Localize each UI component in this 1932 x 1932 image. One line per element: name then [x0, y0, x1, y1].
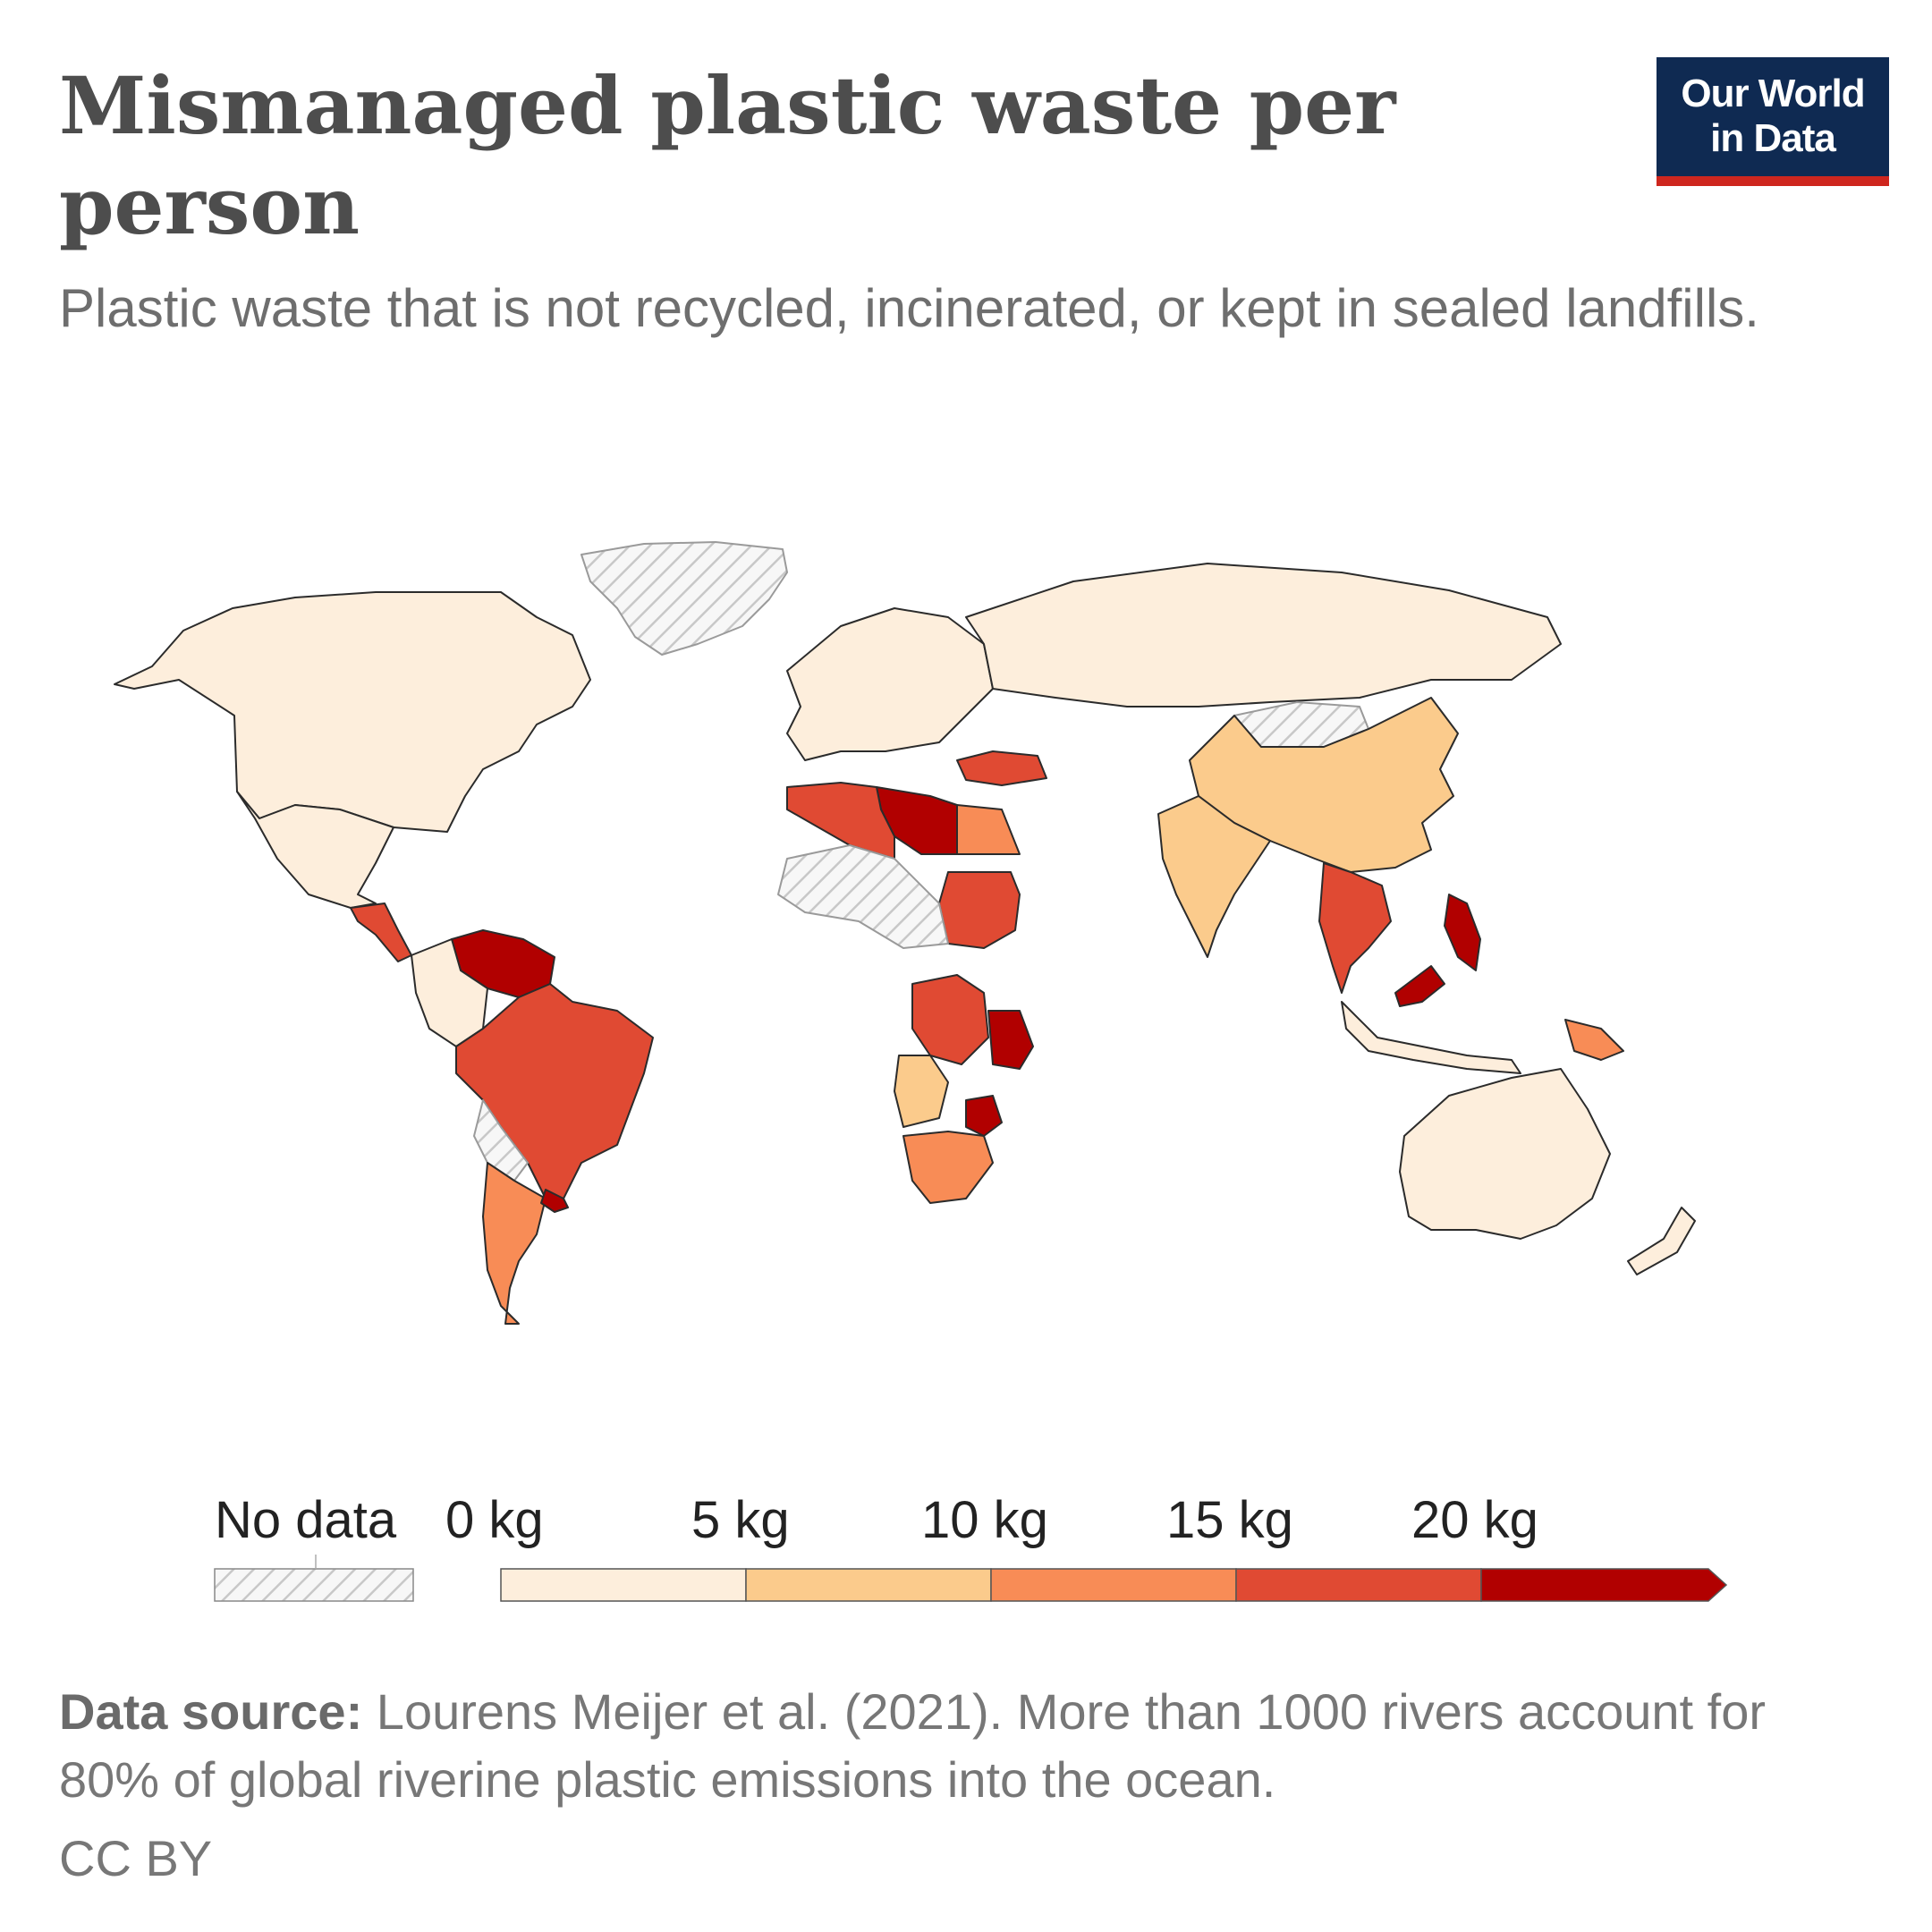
region-europe[interactable]: [786, 607, 994, 761]
region-argentina[interactable]: [482, 1162, 547, 1325]
legend-bin-0: [500, 1568, 747, 1602]
legend-tick-15: 15 kg: [1166, 1491, 1293, 1549]
region-sahel[interactable]: [777, 844, 949, 949]
region-sudan[interactable]: [938, 871, 1021, 949]
legend-bin-1: [745, 1568, 992, 1602]
data-source-text: Lourens Meijer et al. (2021). More than …: [59, 1683, 1767, 1808]
region-dr-congo[interactable]: [911, 974, 989, 1065]
legend-bin-4: [1480, 1568, 1728, 1602]
chart-title: Mismanaged plastic waste per person: [59, 59, 1396, 252]
legend-tick-0: 0 kg: [445, 1491, 544, 1549]
region-uruguay[interactable]: [540, 1189, 569, 1213]
logo-line-2: in Data: [1710, 116, 1836, 160]
region-india[interactable]: [1157, 795, 1271, 958]
region-mexico[interactable]: [236, 791, 394, 909]
legend: [214, 1555, 1728, 1602]
license: CC BY: [59, 1830, 213, 1886]
logo-line-1: Our World: [1681, 72, 1865, 115]
owid-logo[interactable]: Our World in Data: [1657, 57, 1889, 186]
data-source-label: Data source:: [59, 1683, 363, 1740]
region-angola[interactable]: [894, 1055, 949, 1128]
region-central-america[interactable]: [350, 902, 412, 962]
legend-bin-2: [990, 1568, 1237, 1602]
region-russia[interactable]: [965, 563, 1562, 708]
chart-subtitle: Plastic waste that is not recycled, inci…: [59, 278, 1759, 338]
region-new-zealand[interactable]: [1627, 1207, 1696, 1275]
region-algeria[interactable]: [786, 782, 895, 860]
legend-no-data-label: No data: [215, 1491, 397, 1549]
region-turkey[interactable]: [956, 750, 1047, 786]
region-tanzania[interactable]: [987, 1010, 1034, 1070]
region-greenland[interactable]: [580, 541, 788, 656]
region-southeast-asia[interactable]: [1318, 862, 1392, 994]
region-philippines[interactable]: [1444, 894, 1481, 971]
legend-bin-3: [1235, 1568, 1482, 1602]
region-brazil[interactable]: [455, 983, 654, 1199]
region-malaysia[interactable]: [1394, 965, 1445, 1007]
region-zimbabwe[interactable]: [965, 1095, 1003, 1137]
legend-tick-10: 10 kg: [921, 1491, 1048, 1549]
region-papua-new-guinea[interactable]: [1564, 1019, 1624, 1061]
region-indonesia[interactable]: [1341, 1001, 1521, 1074]
region-south-africa[interactable]: [902, 1131, 994, 1204]
region-egypt[interactable]: [956, 804, 1021, 855]
data-source: Data source: Lourens Meijer et al. (2021…: [59, 1678, 1848, 1814]
region-australia[interactable]: [1399, 1068, 1611, 1240]
legend-no-data-swatch: [214, 1568, 414, 1602]
legend-tick-5: 5 kg: [691, 1491, 790, 1549]
legend-tick-20: 20 kg: [1411, 1491, 1538, 1549]
region-north-america[interactable]: [114, 591, 591, 833]
